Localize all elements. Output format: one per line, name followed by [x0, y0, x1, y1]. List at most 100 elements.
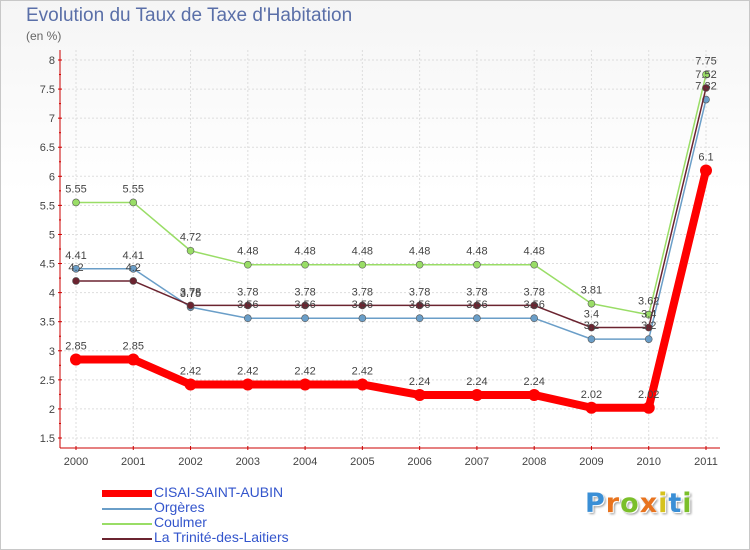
data-label: 5.55: [65, 183, 86, 195]
data-label: 3.62: [638, 296, 659, 308]
data-label: 3.2: [584, 320, 599, 332]
data-point: [127, 353, 140, 366]
y-tick-label: 5: [49, 229, 55, 241]
data-point: [186, 246, 195, 255]
data-point: [244, 301, 252, 310]
data-point: [186, 301, 195, 310]
data-point: [473, 314, 481, 323]
legend-label: La Trinité-des-Laitiers: [154, 529, 289, 545]
data-point: [700, 164, 712, 177]
legend-swatch: [102, 508, 152, 510]
data-label: 3.56: [466, 299, 487, 311]
y-tick-label: 7.5: [40, 84, 55, 96]
legend-swatch: [102, 490, 152, 497]
data-label: 2.02: [638, 389, 659, 401]
data-point: [415, 260, 424, 269]
x-tick-label: 2004: [293, 456, 317, 468]
y-tick-label: 2: [49, 404, 55, 416]
data-point: [642, 401, 655, 414]
legend-label: Coulmer: [154, 514, 207, 530]
data-label: 3.56: [237, 299, 258, 311]
data-label: 4.48: [352, 246, 373, 258]
data-label: 7.52: [695, 69, 716, 81]
y-tick-label: 3.5: [40, 317, 55, 329]
data-point: [358, 260, 367, 269]
chart-title: Evolution du Taux de Taxe d'Habitation: [26, 5, 353, 26]
data-label: 2.02: [581, 389, 602, 401]
data-point: [587, 299, 596, 308]
data-label: 7.75: [695, 56, 716, 68]
data-point: [415, 301, 424, 310]
data-label: 2.85: [123, 340, 144, 352]
data-label: 2.24: [466, 376, 487, 388]
data-point: [70, 353, 82, 366]
data-point: [301, 314, 309, 323]
data-label: 2.42: [294, 365, 315, 377]
legend-label: CISAI-SAINT-AUBIN: [154, 484, 284, 500]
data-point: [587, 335, 596, 343]
data-point: [473, 301, 481, 310]
y-tick-label: 6.5: [40, 142, 55, 154]
data-label: 3.4: [641, 309, 656, 321]
data-point: [301, 260, 309, 269]
data-point: [702, 84, 710, 92]
data-label: 3.78: [409, 286, 430, 298]
data-label: 7.32: [695, 81, 716, 93]
data-point: [587, 323, 596, 332]
series-line: [76, 74, 707, 316]
x-tick-label: 2003: [236, 456, 260, 468]
data-point: [530, 314, 538, 323]
logo-letter: i: [658, 488, 669, 519]
legend-swatch: [102, 523, 152, 525]
y-tick-label: 5.5: [40, 200, 55, 212]
data-label: 4.41: [123, 250, 144, 262]
data-label: 2.24: [409, 376, 430, 388]
data-label: 3.56: [294, 299, 315, 311]
x-tick-label: 2010: [636, 456, 660, 468]
legend-swatch: [102, 538, 152, 540]
legend-label: Orgères: [154, 499, 205, 515]
data-label: 3.78: [180, 286, 201, 298]
data-point: [72, 277, 80, 285]
data-point: [244, 314, 252, 323]
data-point: [585, 401, 598, 414]
data-label: 5.55: [123, 183, 144, 195]
series-line: [76, 99, 707, 340]
logo-letter: P: [585, 488, 606, 519]
data-label: 3.78: [237, 286, 258, 298]
y-tick-label: 6: [49, 171, 55, 183]
data-point: [358, 314, 367, 323]
y-tick-label: 8: [49, 55, 55, 67]
data-point: [129, 264, 138, 273]
data-point: [530, 260, 538, 269]
x-tick-label: 2006: [407, 456, 431, 468]
logo-letter: x: [639, 488, 659, 519]
data-point: [528, 388, 541, 401]
data-label: 3.56: [409, 299, 430, 311]
y-tick-label: 4.5: [40, 259, 55, 271]
data-point: [470, 388, 483, 401]
data-label: 2.42: [352, 365, 373, 377]
data-point: [413, 388, 426, 401]
proxiti-logo: Proxiti: [585, 488, 693, 519]
data-label: 6.1: [698, 151, 713, 163]
series-line: [76, 169, 710, 412]
x-tick-label: 2001: [121, 456, 145, 468]
chart-subtitle: (en %): [26, 29, 62, 43]
data-point: [644, 335, 653, 343]
data-label: 3.78: [523, 286, 544, 298]
data-label: 4.48: [466, 246, 487, 258]
data-point: [415, 314, 424, 323]
data-label: 4.48: [294, 246, 315, 258]
data-label: 4.48: [237, 246, 258, 258]
data-label: 4.41: [65, 250, 86, 262]
logo-letter: o: [620, 488, 640, 519]
data-point: [644, 323, 653, 332]
y-tick-label: 2.5: [40, 375, 55, 387]
data-point: [241, 378, 254, 391]
data-label: 4.48: [409, 246, 430, 258]
data-label: 4.48: [523, 246, 544, 258]
data-point: [473, 260, 481, 269]
logo-letter: r: [605, 488, 621, 519]
